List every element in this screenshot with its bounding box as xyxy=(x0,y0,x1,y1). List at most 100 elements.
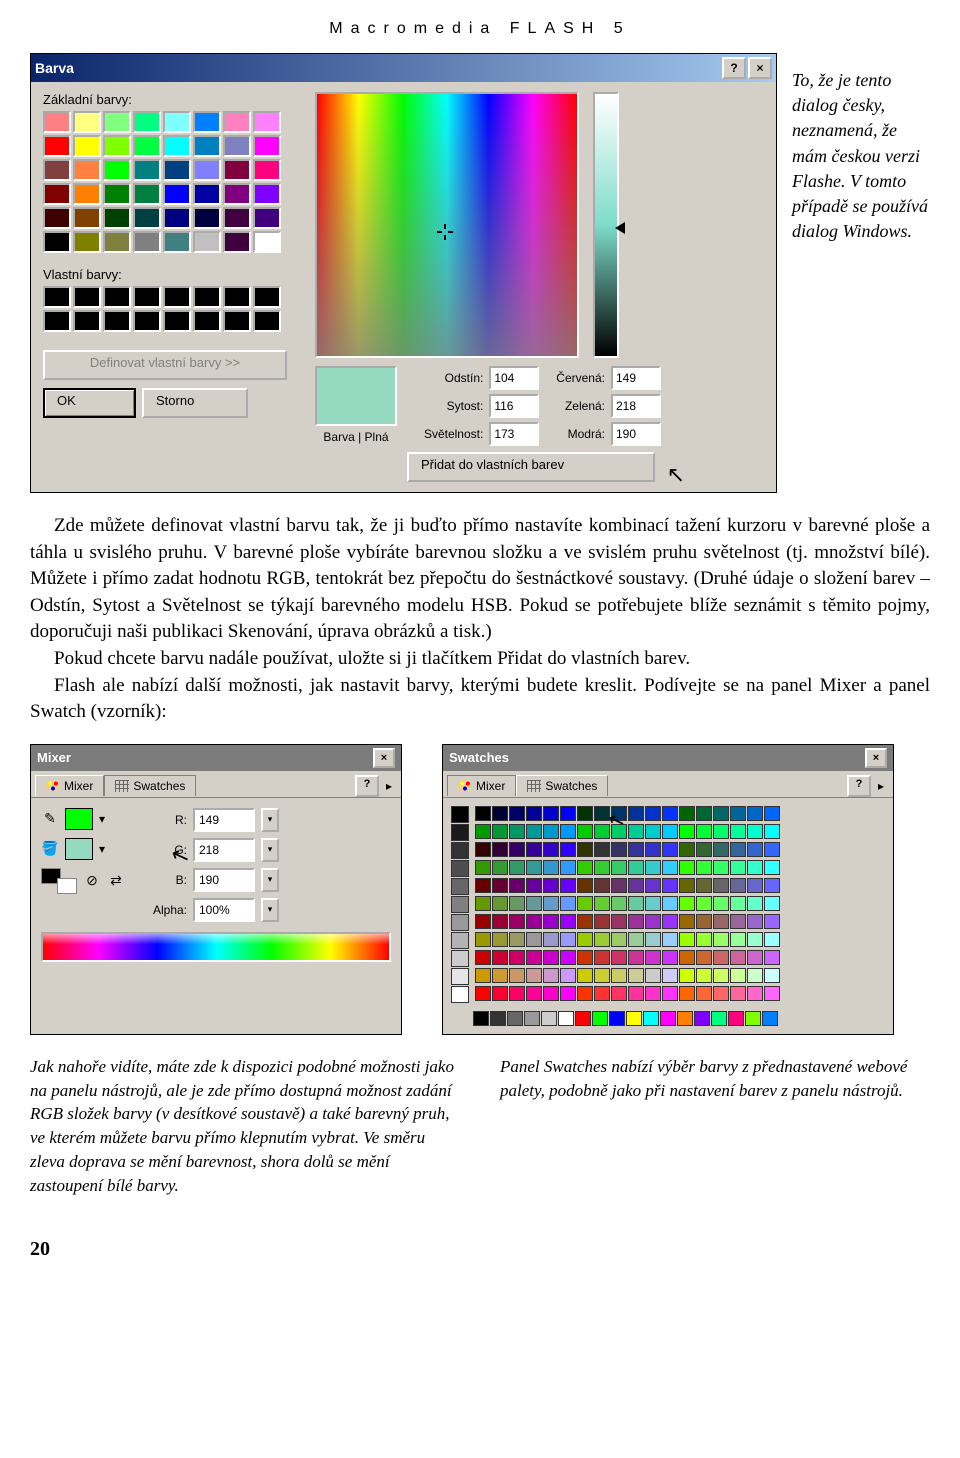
dropdown-icon[interactable]: ▾ xyxy=(261,838,279,862)
dropdown-icon[interactable]: ▾ xyxy=(261,808,279,832)
color-swatch[interactable] xyxy=(73,183,101,205)
color-swatch[interactable] xyxy=(223,183,251,205)
color-swatch[interactable] xyxy=(223,231,251,253)
color-swatch[interactable] xyxy=(163,183,191,205)
pencil-icon[interactable]: ✎ xyxy=(41,810,59,828)
color-swatch[interactable] xyxy=(133,231,161,253)
add-color-button[interactable]: Přidat do vlastních barev xyxy=(407,452,655,482)
b-input[interactable]: 190 xyxy=(193,868,255,892)
bright-colors-row[interactable] xyxy=(473,1011,885,1026)
slider-arrow-icon[interactable] xyxy=(615,222,625,234)
alpha-input[interactable]: 100% xyxy=(193,898,255,922)
color-swatch[interactable] xyxy=(163,207,191,229)
color-swatch[interactable] xyxy=(133,207,161,229)
options-arrow-icon[interactable]: ▸ xyxy=(873,777,889,795)
basic-colors-grid[interactable] xyxy=(43,111,303,253)
color-swatch[interactable] xyxy=(103,207,131,229)
color-swatch[interactable] xyxy=(73,286,101,308)
color-swatch[interactable] xyxy=(73,310,101,332)
color-swatch[interactable] xyxy=(73,231,101,253)
dropdown-icon[interactable]: ▾ xyxy=(99,812,105,826)
no-color-icon[interactable]: ⊘ xyxy=(83,872,101,890)
help-icon[interactable]: ? xyxy=(355,775,379,797)
color-swatch[interactable] xyxy=(43,111,71,133)
color-swatch[interactable] xyxy=(73,207,101,229)
color-swatch[interactable] xyxy=(163,111,191,133)
web-palette[interactable] xyxy=(475,806,780,1003)
dropdown-icon[interactable]: ▾ xyxy=(261,898,279,922)
lum-input[interactable]: 173 xyxy=(489,422,539,446)
stroke-swatch[interactable] xyxy=(65,808,93,830)
color-swatch[interactable] xyxy=(103,159,131,181)
color-swatch[interactable] xyxy=(163,159,191,181)
color-swatch[interactable] xyxy=(253,111,281,133)
g-input[interactable]: 218 xyxy=(193,838,255,862)
color-swatch[interactable] xyxy=(193,111,221,133)
tab-swatches[interactable]: Swatches xyxy=(516,775,608,796)
color-swatch[interactable] xyxy=(253,207,281,229)
color-swatch[interactable] xyxy=(253,183,281,205)
color-swatch[interactable] xyxy=(163,286,191,308)
fill-swatch[interactable] xyxy=(65,838,93,860)
color-swatch[interactable] xyxy=(223,111,251,133)
color-swatch[interactable] xyxy=(193,183,221,205)
dropdown-icon[interactable]: ▾ xyxy=(261,868,279,892)
color-spectrum[interactable] xyxy=(315,92,579,358)
swap-icon[interactable]: ⇄ xyxy=(107,872,125,890)
hue-strip[interactable] xyxy=(41,932,391,962)
custom-colors-grid[interactable] xyxy=(43,286,303,332)
tab-mixer[interactable]: Mixer xyxy=(35,775,104,796)
color-swatch[interactable] xyxy=(43,159,71,181)
help-icon[interactable]: ? xyxy=(847,775,871,797)
r-input[interactable]: 149 xyxy=(193,808,255,832)
color-swatch[interactable] xyxy=(193,159,221,181)
color-swatch[interactable] xyxy=(163,135,191,157)
color-swatch[interactable] xyxy=(43,286,71,308)
help-icon[interactable]: ? xyxy=(722,57,746,79)
color-swatch[interactable] xyxy=(133,310,161,332)
ok-button[interactable]: OK xyxy=(43,388,136,418)
color-swatch[interactable] xyxy=(133,159,161,181)
red-input[interactable]: 149 xyxy=(611,366,661,390)
blue-input[interactable]: 190 xyxy=(611,422,661,446)
color-swatch[interactable] xyxy=(163,310,191,332)
color-swatch[interactable] xyxy=(253,135,281,157)
color-swatch[interactable] xyxy=(253,231,281,253)
color-swatch[interactable] xyxy=(73,159,101,181)
close-icon[interactable]: × xyxy=(748,57,772,79)
options-arrow-icon[interactable]: ▸ xyxy=(381,777,397,795)
color-swatch[interactable] xyxy=(253,286,281,308)
color-swatch[interactable] xyxy=(133,286,161,308)
close-icon[interactable]: × xyxy=(865,748,887,768)
color-swatch[interactable] xyxy=(223,207,251,229)
cancel-button[interactable]: Storno xyxy=(142,388,248,418)
color-swatch[interactable] xyxy=(73,111,101,133)
color-swatch[interactable] xyxy=(163,231,191,253)
color-swatch[interactable] xyxy=(193,207,221,229)
color-swatch[interactable] xyxy=(73,135,101,157)
color-swatch[interactable] xyxy=(133,111,161,133)
green-input[interactable]: 218 xyxy=(611,394,661,418)
color-swatch[interactable] xyxy=(193,310,221,332)
color-swatch[interactable] xyxy=(223,135,251,157)
color-swatch[interactable] xyxy=(43,207,71,229)
hue-input[interactable]: 104 xyxy=(489,366,539,390)
color-swatch[interactable] xyxy=(193,286,221,308)
bucket-icon[interactable]: 🪣 xyxy=(41,840,59,858)
color-swatch[interactable] xyxy=(133,183,161,205)
color-swatch[interactable] xyxy=(103,111,131,133)
dropdown-icon[interactable]: ▾ xyxy=(99,842,105,856)
color-swatch[interactable] xyxy=(253,310,281,332)
color-swatch[interactable] xyxy=(223,159,251,181)
color-swatch[interactable] xyxy=(253,159,281,181)
color-swatch[interactable] xyxy=(193,135,221,157)
color-swatch[interactable] xyxy=(43,310,71,332)
color-swatch[interactable] xyxy=(103,231,131,253)
color-swatch[interactable] xyxy=(103,286,131,308)
gray-column[interactable] xyxy=(451,806,469,1003)
color-swatch[interactable] xyxy=(133,135,161,157)
color-swatch[interactable] xyxy=(193,231,221,253)
color-swatch[interactable] xyxy=(43,231,71,253)
color-swatch[interactable] xyxy=(223,310,251,332)
sat-input[interactable]: 116 xyxy=(489,394,539,418)
